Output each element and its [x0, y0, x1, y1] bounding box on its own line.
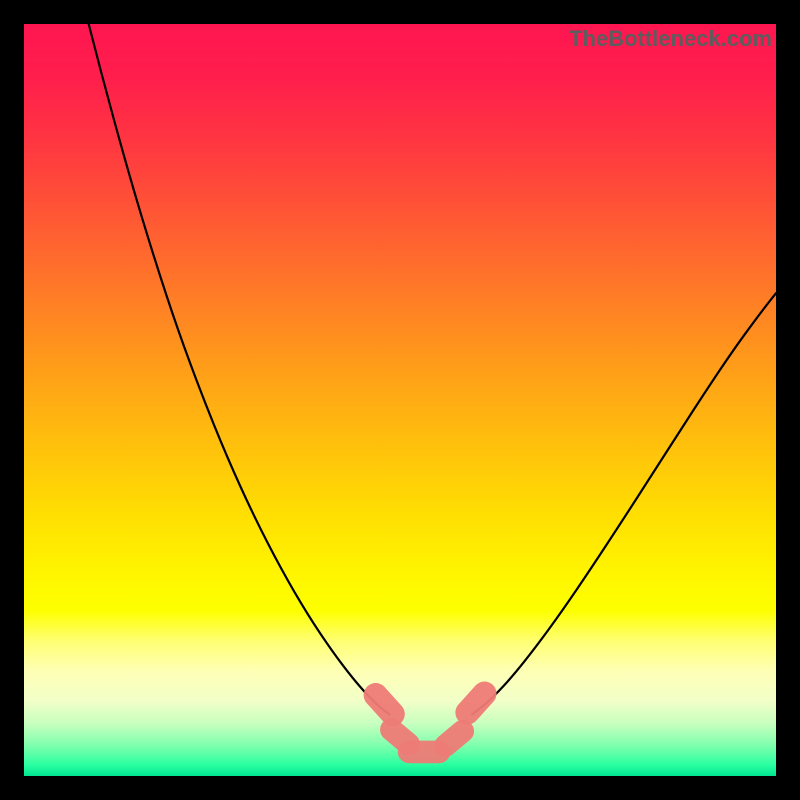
bottleneck-curve-chart: [24, 24, 776, 776]
chart-area: [24, 24, 776, 776]
outer-frame: TheBottleneck.com: [0, 0, 800, 800]
gradient-background: [24, 24, 776, 776]
watermark-text: TheBottleneck.com: [569, 26, 772, 52]
